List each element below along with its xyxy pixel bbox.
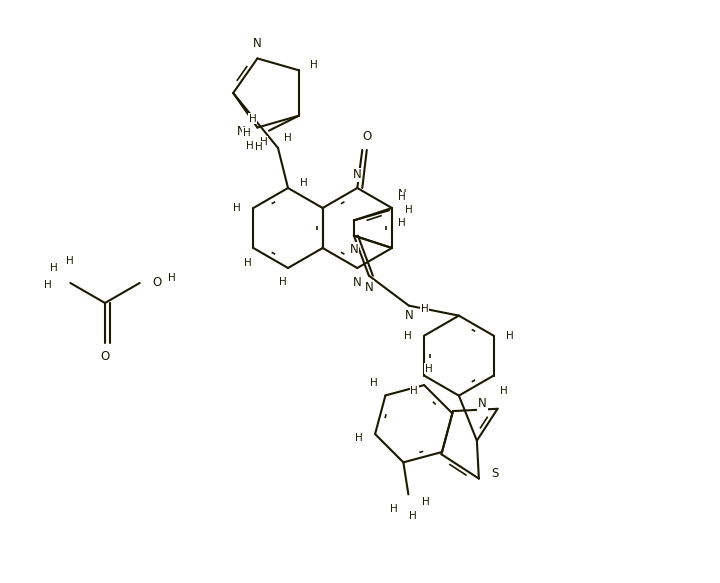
Text: N: N — [349, 243, 359, 256]
Text: N: N — [237, 125, 246, 138]
Text: H: H — [260, 137, 268, 147]
Text: N: N — [397, 188, 406, 202]
Text: H: H — [310, 61, 318, 71]
Text: H: H — [390, 504, 398, 514]
Text: H: H — [398, 192, 406, 202]
Text: H: H — [245, 258, 252, 268]
Text: H: H — [423, 497, 431, 507]
Text: N: N — [353, 276, 361, 289]
Text: N: N — [253, 37, 262, 50]
Text: N: N — [353, 168, 361, 181]
Text: H: H — [410, 511, 418, 521]
Text: H: H — [66, 256, 74, 266]
Text: H: H — [168, 273, 176, 283]
Text: H: H — [398, 219, 406, 229]
Text: S: S — [491, 467, 498, 480]
Text: N: N — [364, 281, 373, 294]
Text: H: H — [243, 128, 251, 138]
Text: O: O — [100, 350, 109, 363]
Text: H: H — [421, 304, 428, 314]
Text: H: H — [246, 141, 253, 150]
Text: H: H — [405, 331, 412, 340]
Text: H: H — [405, 205, 413, 215]
Text: O: O — [152, 276, 161, 290]
Text: H: H — [284, 133, 292, 143]
Text: H: H — [425, 364, 432, 374]
Text: H: H — [410, 385, 418, 396]
Text: H: H — [50, 263, 58, 273]
Text: H: H — [505, 331, 513, 340]
Text: H: H — [369, 378, 377, 388]
Text: H: H — [45, 280, 53, 290]
Text: H: H — [355, 434, 363, 444]
Text: N: N — [405, 309, 413, 322]
Text: H: H — [233, 203, 241, 213]
Text: N: N — [478, 397, 487, 410]
Text: O: O — [362, 131, 372, 143]
Text: H: H — [255, 142, 263, 152]
Text: H: H — [249, 114, 257, 124]
Text: H: H — [279, 277, 287, 287]
Text: H: H — [300, 178, 308, 188]
Text: H: H — [500, 385, 508, 396]
